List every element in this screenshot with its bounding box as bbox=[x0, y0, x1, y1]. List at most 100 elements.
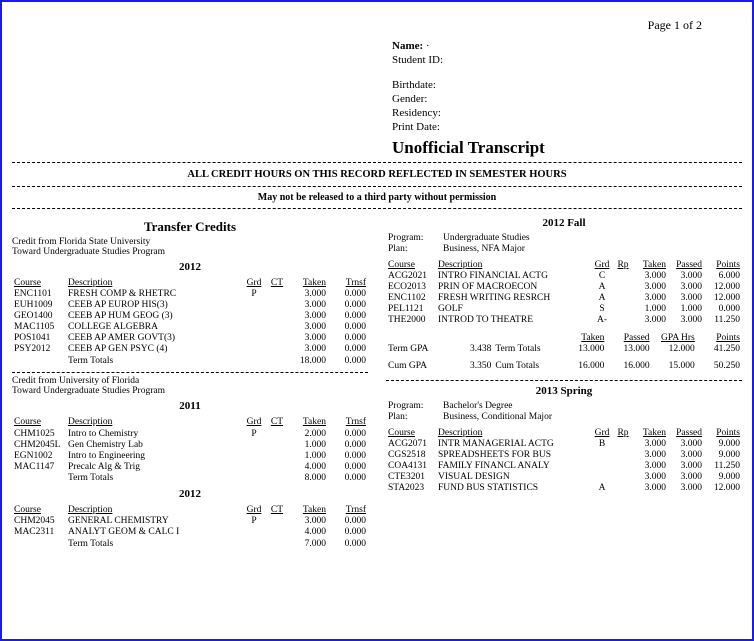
course-desc: Intro to Chemistry bbox=[66, 428, 242, 439]
ct bbox=[266, 344, 288, 355]
taken: 3.000 bbox=[632, 293, 668, 304]
grade: S bbox=[590, 304, 614, 315]
col-trnsf: Trnsf bbox=[328, 277, 368, 289]
cum-gpa-value: 3.350 bbox=[448, 361, 493, 372]
rp bbox=[614, 450, 632, 461]
banner-privacy: May not be released to a third party wit… bbox=[12, 190, 742, 205]
rp bbox=[614, 282, 632, 293]
grade bbox=[242, 333, 266, 344]
tt-gpa: 12.000 bbox=[652, 344, 697, 355]
col-grd: Grd bbox=[590, 259, 614, 271]
table-row: ENC1101FRESH COMP & RHETRCP3.0000.000 bbox=[12, 289, 368, 300]
trnsf: 0.000 bbox=[328, 439, 368, 450]
trnsf: 0.000 bbox=[328, 300, 368, 311]
passed: 3.000 bbox=[668, 293, 704, 304]
col-trnsf: Trnsf bbox=[328, 504, 368, 516]
program-value: Undergraduate Studies bbox=[441, 233, 742, 244]
cum-totals-label: Cum Totals bbox=[493, 361, 561, 372]
enroll-table-2: Course Description Grd Rp Taken Passed P… bbox=[386, 427, 742, 494]
col-grd: Grd bbox=[242, 416, 266, 428]
col-desc: Description bbox=[436, 259, 590, 271]
taken: 3.000 bbox=[632, 450, 668, 461]
passed: 3.000 bbox=[668, 439, 704, 450]
ct-gpa: 15.000 bbox=[652, 361, 697, 372]
rp bbox=[614, 304, 632, 315]
rp bbox=[614, 293, 632, 304]
taken: 1.000 bbox=[632, 304, 668, 315]
col-rp: Rp bbox=[614, 427, 632, 439]
table-row: CHM2045LGen Chemistry Lab1.0000.000 bbox=[12, 439, 368, 450]
col-grd: Grd bbox=[242, 504, 266, 516]
course-desc: CEEB AP HUM GEOG (3) bbox=[66, 311, 242, 322]
program-value: Bachelor's Degree bbox=[441, 401, 742, 412]
col-points: Points bbox=[704, 259, 742, 271]
col-desc: Description bbox=[436, 427, 590, 439]
points: 12.000 bbox=[704, 293, 742, 304]
grade bbox=[242, 439, 266, 450]
passed: 3.000 bbox=[668, 483, 704, 494]
course-code: CHM1025 bbox=[12, 428, 66, 439]
course-code: CHM2045L bbox=[12, 439, 66, 450]
passed: 3.000 bbox=[668, 461, 704, 472]
ct bbox=[266, 461, 288, 472]
table-row: STA2023FUND BUS STATISTICSA3.0003.00012.… bbox=[386, 483, 742, 494]
gender-label: Gender: bbox=[392, 92, 742, 106]
grade bbox=[242, 344, 266, 355]
term-heading: 2012 Fall bbox=[386, 217, 742, 229]
plan-value: Business, Conditional Major bbox=[441, 412, 742, 423]
cum-gpa-label: Cum GPA bbox=[386, 361, 448, 372]
col-trnsf: Trnsf bbox=[328, 416, 368, 428]
rp bbox=[614, 472, 632, 483]
course-desc: Intro to Engineering bbox=[66, 450, 242, 461]
table-row: ENC1102FRESH WRITING RESRCHA3.0003.00012… bbox=[386, 293, 742, 304]
passed: 3.000 bbox=[668, 315, 704, 326]
table-row: CHM1025Intro to ChemistryP2.0000.000 bbox=[12, 428, 368, 439]
grade: P bbox=[242, 289, 266, 300]
term-total-trnsf: 0.000 bbox=[328, 472, 368, 484]
grade: C bbox=[590, 271, 614, 282]
grade bbox=[242, 322, 266, 333]
col-gpahrs: GPA Hrs bbox=[652, 332, 697, 344]
grade bbox=[242, 311, 266, 322]
term-total-taken: 8.000 bbox=[288, 472, 328, 484]
table-row: PSY2012CEEB AP GEN PSYC (4)3.0000.000 bbox=[12, 344, 368, 355]
course-desc: INTRO FINANCIAL ACTG bbox=[436, 271, 590, 282]
col-ct: CT bbox=[266, 504, 288, 516]
transfer-table-3: Course Description Grd CT Taken Trnsf CH… bbox=[12, 504, 368, 550]
header-block: Name: · Student ID: Birthdate: Gender: R… bbox=[392, 39, 742, 159]
taken: 3.000 bbox=[288, 516, 328, 527]
course-desc: FRESH WRITING RESRCH bbox=[436, 293, 590, 304]
table-row: MAC2311ANALYT GEOM & CALC I4.0000.000 bbox=[12, 527, 368, 538]
col-desc: Description bbox=[66, 277, 242, 289]
grade bbox=[590, 472, 614, 483]
col-rp: Rp bbox=[614, 259, 632, 271]
col-grd: Grd bbox=[242, 277, 266, 289]
ct bbox=[266, 333, 288, 344]
taken: 3.000 bbox=[288, 311, 328, 322]
rp bbox=[614, 461, 632, 472]
course-desc: GENERAL CHEMISTRY bbox=[66, 516, 242, 527]
taken: 4.000 bbox=[288, 461, 328, 472]
taken: 1.000 bbox=[288, 439, 328, 450]
course-code: MAC1105 bbox=[12, 322, 66, 333]
course-desc: FRESH COMP & RHETRC bbox=[66, 289, 242, 300]
col-desc: Description bbox=[66, 416, 242, 428]
divider bbox=[12, 208, 742, 209]
passed: 1.000 bbox=[668, 304, 704, 315]
enroll-table-1: Course Description Grd Rp Taken Passed P… bbox=[386, 259, 742, 326]
col-ct: CT bbox=[266, 277, 288, 289]
taken: 2.000 bbox=[288, 428, 328, 439]
col-passed: Passed bbox=[606, 332, 651, 344]
col-course: Course bbox=[12, 504, 66, 516]
table-row: THE2000INTROD TO THEATREA-3.0003.00011.2… bbox=[386, 315, 742, 326]
transfer-table-1: Course Description Grd CT Taken Trnsf EN… bbox=[12, 277, 368, 367]
col-ct: CT bbox=[266, 416, 288, 428]
passed: 3.000 bbox=[668, 450, 704, 461]
left-column: Transfer Credits Credit from Florida Sta… bbox=[12, 213, 368, 550]
course-desc: CEEB AP AMER GOVT(3) bbox=[66, 333, 242, 344]
ct bbox=[266, 300, 288, 311]
course-desc: VISUAL DESIGN bbox=[436, 472, 590, 483]
credit-dest-2: Toward Undergraduate Studies Program bbox=[12, 386, 368, 396]
course-desc: SPREADSHEETS FOR BUS bbox=[436, 450, 590, 461]
course-code: MAC1147 bbox=[12, 461, 66, 472]
